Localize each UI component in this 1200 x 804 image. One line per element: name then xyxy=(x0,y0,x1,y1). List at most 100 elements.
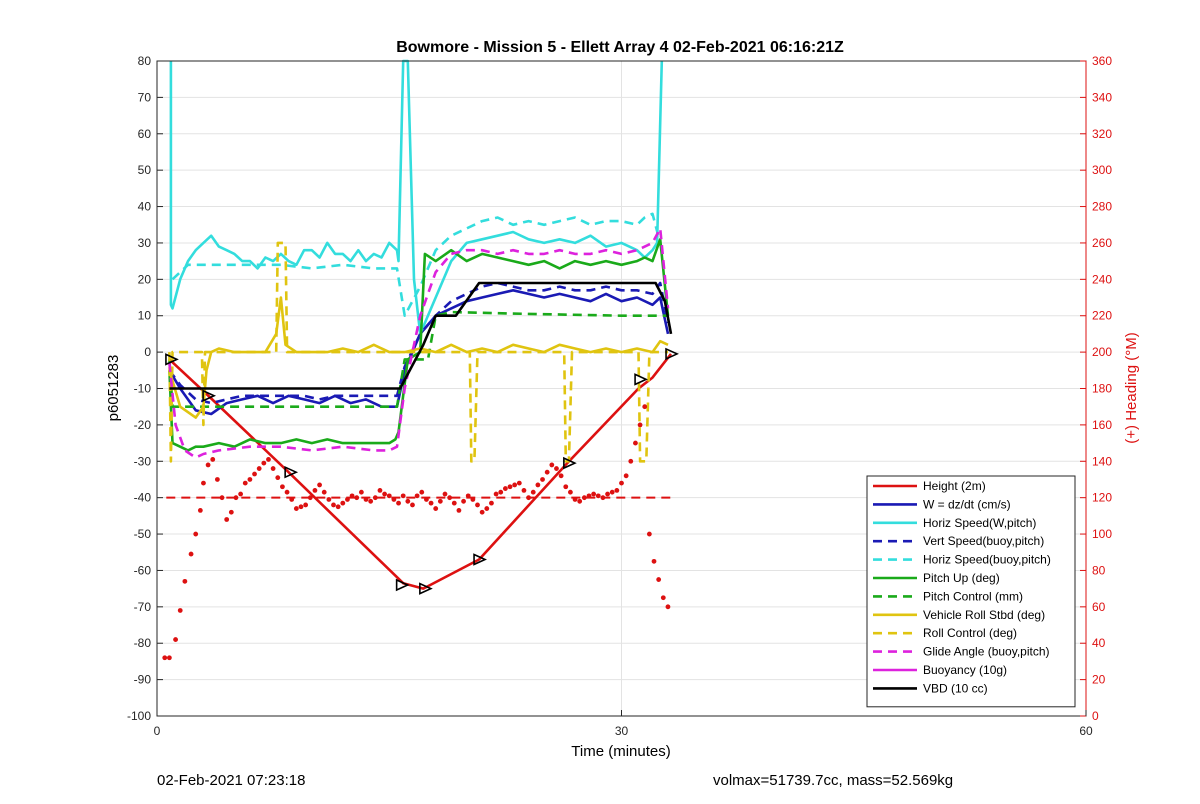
heading-point xyxy=(386,493,392,499)
y2-tick-label: 340 xyxy=(1092,90,1112,104)
heading-point xyxy=(609,489,615,495)
heading-point xyxy=(554,466,559,471)
height-marker xyxy=(634,373,649,386)
heading-point xyxy=(456,508,462,513)
y2-tick-label: 100 xyxy=(1092,527,1112,541)
y-tick-label: -90 xyxy=(134,673,152,687)
height-markers xyxy=(165,347,679,595)
heading-point xyxy=(451,500,457,506)
heading-point xyxy=(646,531,652,537)
heading-point xyxy=(433,506,439,511)
heading-point xyxy=(372,495,378,501)
series-line-height-2m xyxy=(168,353,673,590)
heading-point xyxy=(396,500,401,506)
chart-title: Bowmore - Mission 5 - Ellett Array 4 02-… xyxy=(396,39,844,56)
heading-point xyxy=(563,484,569,490)
heading-point xyxy=(484,506,490,511)
heading-point xyxy=(270,466,276,471)
y-tick-label: -20 xyxy=(134,418,152,432)
heading-point xyxy=(437,498,443,504)
heading-point xyxy=(162,655,168,661)
heading-point xyxy=(535,482,541,488)
heading-point xyxy=(502,486,508,491)
height-marker xyxy=(419,582,433,595)
y-tick-label: 50 xyxy=(138,163,152,177)
legend-label: Height (2m) xyxy=(923,479,986,493)
y2-tick-label: 20 xyxy=(1092,673,1106,687)
legend-label: W = dz/dt (cm/s) xyxy=(923,497,1011,511)
heading-point xyxy=(275,475,281,481)
heading-point xyxy=(628,458,634,464)
series-line-horiz-speed-buoy-pitch xyxy=(171,212,662,318)
x-axis-label: Time (minutes) xyxy=(571,743,670,760)
heading-point xyxy=(261,460,267,466)
heading-point xyxy=(201,480,206,486)
y-tick-label: -80 xyxy=(134,636,152,650)
x-tick-label: 60 xyxy=(1079,724,1093,738)
heading-point xyxy=(544,469,550,475)
heading-point xyxy=(605,491,610,497)
heading-point xyxy=(266,457,271,462)
height-marker xyxy=(284,465,299,479)
y2-tick-label: 260 xyxy=(1092,236,1112,250)
y-tick-label: 30 xyxy=(138,236,152,250)
y2-tick-label: 80 xyxy=(1092,563,1106,577)
heading-point xyxy=(188,551,194,557)
heading-point xyxy=(414,493,420,499)
heading-point xyxy=(461,498,466,504)
heading-point xyxy=(293,506,299,511)
heading-point xyxy=(228,509,234,515)
series-line-horiz-speed-w-pitch xyxy=(169,59,664,336)
heading-point xyxy=(665,604,671,610)
height-marker xyxy=(473,553,487,566)
heading-point xyxy=(400,493,406,499)
y2-tick-label: 120 xyxy=(1092,491,1112,505)
legend-label: Pitch Up (deg) xyxy=(923,571,1000,585)
y2-tick-label: 220 xyxy=(1092,309,1112,323)
heading-point xyxy=(256,466,262,471)
y-tick-label: 0 xyxy=(144,345,151,359)
legend-label: Horiz Speed(buoy,pitch) xyxy=(923,553,1051,567)
y2-tick-label: 140 xyxy=(1092,454,1112,468)
heading-point xyxy=(197,508,203,513)
heading-point xyxy=(284,489,290,495)
heading-point xyxy=(182,578,188,584)
heading-point xyxy=(633,440,638,446)
y-tick-label: -30 xyxy=(134,454,152,468)
heading-point xyxy=(303,502,309,508)
heading-point xyxy=(489,500,494,506)
heading-point xyxy=(581,495,587,501)
heading-point xyxy=(498,489,504,495)
height-marker xyxy=(563,456,577,470)
heading-point xyxy=(642,404,648,410)
y-tick-label: 20 xyxy=(138,272,152,286)
heading-point xyxy=(238,491,244,497)
heading-point xyxy=(595,493,601,499)
series-line-glide-angle-buoy-pitch xyxy=(168,227,670,459)
footer-stats: volmax=51739.7cc, mass=52.569kg xyxy=(713,772,954,789)
y2-tick-label: 320 xyxy=(1092,127,1112,141)
heading-point xyxy=(335,504,341,510)
heading-point xyxy=(447,495,453,501)
x-tick-label: 0 xyxy=(154,724,161,738)
heading-point xyxy=(651,558,657,564)
y-tick-label: 40 xyxy=(138,200,152,214)
heading-point xyxy=(442,491,448,497)
heading-point xyxy=(530,489,536,495)
heading-point xyxy=(340,500,346,506)
y-tick-label: -60 xyxy=(134,563,152,577)
heading-point xyxy=(298,504,304,510)
heading-point xyxy=(331,502,336,508)
y-tick-label: 10 xyxy=(138,309,152,323)
y2-tick-label: 40 xyxy=(1092,636,1106,650)
heading-point xyxy=(368,498,374,504)
heading-point xyxy=(614,487,620,493)
legend: Height (2m) W = dz/dt (cm/s) Horiz Speed(W… xyxy=(866,475,1076,708)
y-tick-label: 80 xyxy=(138,54,152,68)
heading-point xyxy=(280,484,285,490)
height-marker xyxy=(202,389,217,403)
heading-point xyxy=(252,471,257,477)
heading-point xyxy=(619,480,624,486)
height-marker xyxy=(665,347,679,361)
y2-axis-label: (+) Heading (°M) xyxy=(1123,332,1140,443)
